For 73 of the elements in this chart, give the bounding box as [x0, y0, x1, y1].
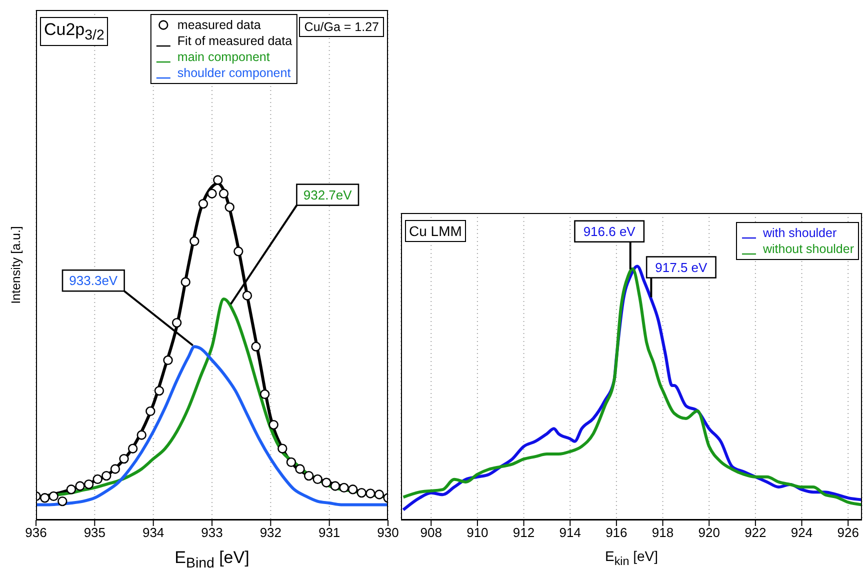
point [312, 474, 322, 484]
point [75, 481, 85, 491]
point [92, 474, 102, 484]
x-tick-label: 924 [790, 525, 813, 540]
point [213, 175, 223, 185]
point [180, 277, 190, 287]
x-axis-title: E$_{kin}$ [eV] [604, 548, 658, 568]
point [268, 420, 278, 430]
x-tick-label: 922 [744, 525, 766, 540]
point [218, 188, 229, 198]
chart-title: Cu2p$_{3/2}$ [44, 20, 104, 44]
x-tick-label: 935 [84, 525, 106, 540]
point [339, 482, 349, 493]
x-tick-label: 926 [837, 525, 859, 540]
x-tick-label: 914 [559, 525, 581, 540]
x-tick-label: 933 [201, 525, 223, 540]
text: Cu/Ga = 1.27 [304, 20, 379, 34]
point [198, 198, 208, 209]
point [154, 386, 164, 396]
annotation: 932.7eV [303, 187, 352, 202]
point [128, 444, 138, 454]
x-tick-label: 908 [420, 525, 442, 540]
point [110, 464, 120, 474]
point [234, 246, 244, 256]
point [286, 457, 296, 468]
point [190, 236, 200, 246]
point [356, 488, 366, 498]
x-tick-label: 936 [25, 525, 47, 540]
x-tick-label: 931 [318, 525, 340, 540]
annotation: 917.5 eV [655, 260, 708, 275]
point [119, 454, 129, 464]
x-tick-label: 930 [377, 525, 399, 540]
y-axis-title: Intensity [a.u.] [9, 226, 23, 304]
x-tick-label: 910 [466, 525, 488, 540]
point [48, 491, 58, 502]
point [224, 202, 234, 212]
point [102, 470, 112, 481]
point [66, 484, 76, 494]
point [260, 389, 270, 400]
point [348, 484, 358, 494]
point [58, 496, 68, 506]
x-tick-label: 912 [512, 525, 535, 540]
point [330, 481, 340, 491]
point [322, 478, 332, 488]
x-tick-label: 920 [698, 525, 720, 540]
legend-label: with shoulder [762, 225, 837, 241]
point [172, 318, 182, 328]
point [374, 490, 384, 500]
point [366, 488, 376, 498]
legend-label: shoulder component [177, 65, 291, 81]
legend-label: without shoulder [762, 241, 854, 257]
x-tick-label: 918 [652, 525, 674, 540]
legend-label: measured data [177, 17, 261, 33]
x-tick-label: 934 [142, 525, 164, 540]
x-tick-label: 916 [606, 525, 628, 540]
point [84, 479, 94, 490]
legend-label: Fit of measured data [177, 33, 292, 49]
point [146, 406, 156, 416]
point [163, 355, 173, 366]
point [304, 470, 314, 481]
point [295, 464, 305, 474]
point [242, 290, 252, 300]
point [251, 342, 261, 352]
point [136, 430, 146, 440]
annotation: 933.3eV [69, 273, 118, 288]
x-axis-title: E$_{Bind}$ [eV] [174, 548, 250, 572]
legend-label: main component [177, 49, 270, 65]
annotation: 916.6 eV [583, 224, 636, 239]
point [40, 493, 50, 503]
x-tick-label: 932 [260, 525, 282, 540]
point [207, 188, 217, 198]
point [278, 444, 288, 454]
chart-title: Cu LMM [409, 223, 462, 239]
